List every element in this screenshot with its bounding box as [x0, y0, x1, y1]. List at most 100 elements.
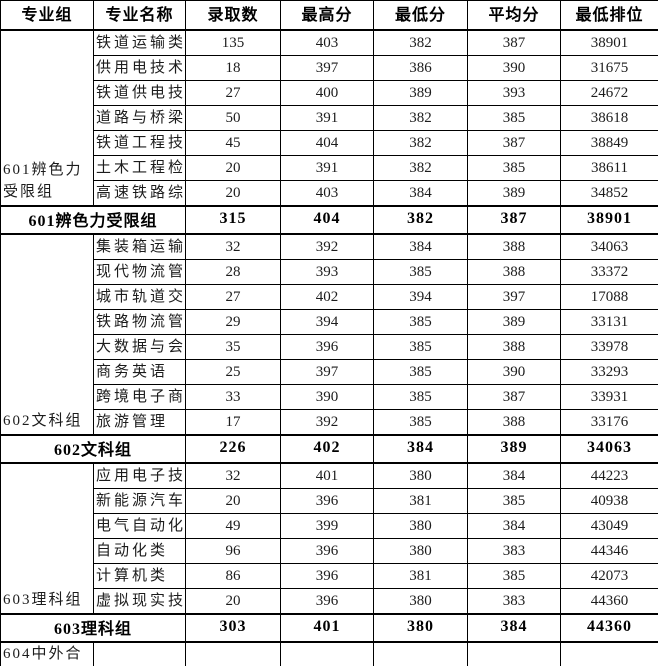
count-cell: 49	[185, 513, 281, 539]
min-rank-cell: 34063	[560, 434, 658, 464]
max-score-cell: 396	[280, 538, 374, 564]
max-score-cell: 403	[280, 29, 374, 56]
table-row: 供用电技术 18 397 386 390 31675	[1, 55, 658, 81]
min-score-cell: 385	[373, 259, 468, 285]
group-label-cell: 603理科组	[0, 462, 94, 615]
table-row: 跨境电子商 33 390 385 387 33931	[1, 384, 658, 410]
major-name-cell: 新能源汽车	[93, 488, 186, 514]
min-rank-cell: 33372	[560, 259, 658, 285]
max-score-cell: 396	[280, 334, 374, 360]
table-row: 虚拟现实技 20 396 380 383 44360	[1, 588, 658, 615]
min-rank-cell: 17088	[560, 284, 658, 310]
table-row: 计算机类 86 396 381 385 42073	[1, 563, 658, 589]
major-name-cell: 城市轨道交	[93, 284, 186, 310]
min-rank-cell: 34063	[560, 233, 658, 260]
table-row: 现代物流管 28 393 385 388 33372	[1, 259, 658, 285]
table-row: 铁道工程技 45 404 382 387 38849	[1, 130, 658, 156]
group-summary-row: 603理科组 303 401 380 384 44360	[0, 613, 658, 643]
avg-score-cell: 384	[467, 462, 561, 489]
min-rank-cell: 31675	[560, 55, 658, 81]
avg-score-cell: 385	[467, 563, 561, 589]
group-label-cell: 602文科组	[0, 233, 94, 436]
min-score-cell: 380	[373, 462, 468, 489]
table-row: 城市轨道交 27 402 394 397 17088	[1, 284, 658, 310]
avg-score-cell: 387	[467, 130, 561, 156]
min-score-cell: 382	[373, 130, 468, 156]
group-label-cell: 604中外合作组	[0, 641, 94, 666]
min-score-cell: 385	[373, 309, 468, 335]
min-rank-cell: 38618	[560, 105, 658, 131]
major-name-cell: 现代物流管	[93, 259, 186, 285]
major-name-cell: 道路与桥梁	[93, 105, 186, 131]
avg-score-cell: 397	[467, 284, 561, 310]
min-score-cell: 389	[373, 80, 468, 106]
count-cell: 20	[185, 155, 281, 181]
major-name-cell: 跨境电子商	[93, 384, 186, 410]
max-score-cell: 391	[280, 105, 374, 131]
major-name-cell: 虚拟现实技	[93, 588, 186, 615]
major-name-cell: 应用电子技	[93, 462, 186, 489]
min-rank-cell: 24672	[560, 80, 658, 106]
table-row: 商务英语 25 397 385 390 33293	[1, 359, 658, 385]
major-name-cell: 电气自动化	[93, 513, 186, 539]
header-row: 专业组 专业名称 录取数 最高分 最低分 平均分 最低排位	[0, 0, 658, 31]
max-score-cell: 390	[280, 384, 374, 410]
count-cell: 226	[185, 434, 281, 464]
max-score-cell: 396	[280, 488, 374, 514]
count-cell: 20	[185, 488, 281, 514]
major-name-cell: 铁道运输类	[93, 29, 186, 56]
major-name-cell: 铁道工程技	[93, 130, 186, 156]
count-cell: 33	[185, 384, 281, 410]
min-rank-cell: 33176	[560, 409, 658, 436]
table-row: 电气自动化 49 399 380 384 43049	[1, 513, 658, 539]
min-score-cell: 385	[373, 409, 468, 436]
min-score-cell: 380	[373, 613, 468, 643]
max-score-cell: 402	[280, 434, 374, 464]
count-cell: 27	[185, 284, 281, 310]
min-score-cell: 385	[373, 384, 468, 410]
min-score-cell: 385	[373, 359, 468, 385]
group-summary-row: 602文科组 226 402 384 389 34063	[0, 434, 658, 464]
min-score-cell: 381	[373, 563, 468, 589]
count-cell: 45	[185, 130, 281, 156]
avg-score-cell: 390	[467, 55, 561, 81]
min-score-cell: 384	[373, 434, 468, 464]
max-score-cell: 402	[280, 284, 374, 310]
major-name-cell: 自动化类	[93, 538, 186, 564]
min-score-cell: 382	[373, 105, 468, 131]
min-score-cell: 380	[373, 588, 468, 615]
count-cell: 17	[185, 409, 281, 436]
max-score-cell: 404	[280, 130, 374, 156]
max-score-cell: 397	[280, 55, 374, 81]
min-rank-cell: 63003	[560, 641, 658, 666]
avg-score-cell: 383	[467, 538, 561, 564]
group-summary-label: 601辨色力受限组	[0, 205, 186, 235]
min-score-cell: 381	[373, 488, 468, 514]
min-rank-cell: 38901	[560, 29, 658, 56]
count-cell: 135	[185, 29, 281, 56]
avg-score-cell: 384	[467, 613, 561, 643]
count-cell: 20	[185, 588, 281, 615]
count-cell: 18	[185, 55, 281, 81]
avg-score-cell: 387	[467, 205, 561, 235]
max-score-cell: 394	[280, 309, 374, 335]
column-header: 最低排位	[560, 0, 658, 31]
table-row: 高速铁路综 20 403 384 389 34852	[1, 180, 658, 207]
avg-score-cell: 389	[467, 434, 561, 464]
table-row: 铁路物流管 29 394 385 389 33131	[1, 309, 658, 335]
max-score-cell: 390	[280, 641, 374, 666]
column-header: 最低分	[373, 0, 468, 31]
max-score-cell: 392	[280, 233, 374, 260]
max-score-cell: 399	[280, 513, 374, 539]
min-score-cell: 382	[373, 205, 468, 235]
table-row: 铁道供电技 27 400 389 393 24672	[1, 80, 658, 106]
major-name-cell: 铁道交通运	[93, 641, 186, 666]
group-summary-label: 602文科组	[0, 434, 186, 464]
column-header: 最高分	[280, 0, 374, 31]
min-rank-cell: 34852	[560, 180, 658, 207]
max-score-cell: 404	[280, 205, 374, 235]
table-row: 602文科组 集装箱运输 32 392 384 388 34063	[0, 233, 658, 436]
min-score-cell: 382	[373, 29, 468, 56]
max-score-cell: 396	[280, 588, 374, 615]
count-cell: 32	[185, 462, 281, 489]
